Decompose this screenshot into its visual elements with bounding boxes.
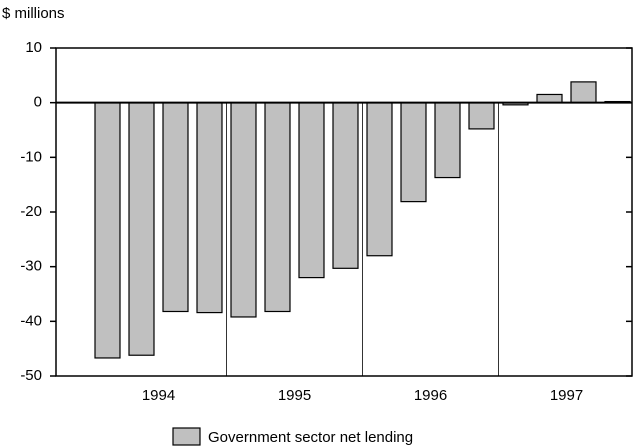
y-tick-label: 10: [25, 39, 42, 56]
y-tick-label: -40: [20, 312, 42, 329]
bar: [196, 102, 223, 314]
bar: [94, 102, 121, 359]
x-group-label: 1996: [414, 387, 447, 404]
bar: [400, 102, 427, 203]
y-tick-label: -50: [20, 367, 42, 384]
bar: [570, 81, 597, 104]
bar: [332, 102, 359, 269]
y-axis-label: $ millions: [2, 5, 65, 22]
bar: [366, 102, 393, 257]
bar: [264, 102, 291, 313]
legend-swatch: [172, 427, 201, 446]
x-group-label: 1994: [142, 387, 175, 404]
bar: [128, 102, 155, 356]
legend-label: Government sector net lending: [208, 429, 413, 446]
y-tick-label: -10: [20, 148, 42, 165]
bar: [162, 102, 189, 313]
y-tick-label: -20: [20, 203, 42, 220]
bar: [536, 93, 563, 104]
bar: [230, 102, 257, 318]
bar: [298, 102, 325, 279]
y-tick-label: 0: [34, 94, 42, 111]
bar: [434, 102, 461, 179]
bar: [468, 102, 495, 130]
y-tick-label: -30: [20, 258, 42, 275]
x-group-label: 1997: [550, 387, 583, 404]
x-group-label: 1995: [278, 387, 311, 404]
